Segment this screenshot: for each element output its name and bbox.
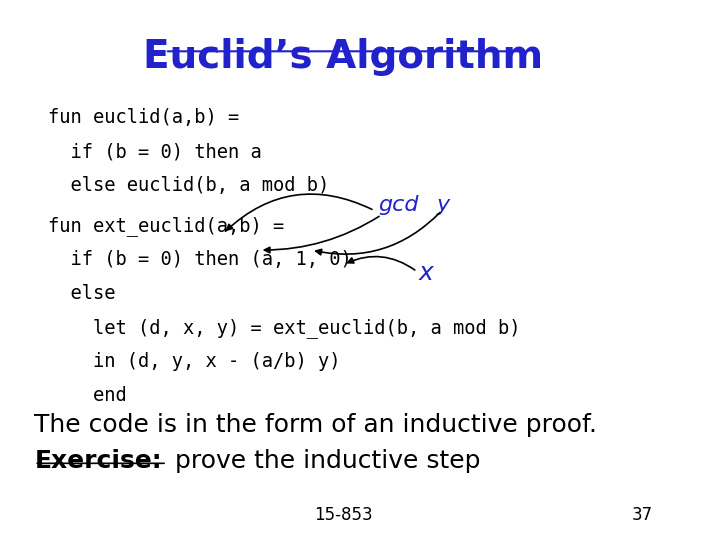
Text: x: x <box>419 261 434 285</box>
Text: end: end <box>48 386 127 405</box>
Text: Euclid’s Algorithm: Euclid’s Algorithm <box>143 38 544 76</box>
Text: fun ext_euclid(a,b) =: fun ext_euclid(a,b) = <box>48 216 284 236</box>
Text: in (d, y, x - (a/b) y): in (d, y, x - (a/b) y) <box>48 352 341 371</box>
Text: Exercise:: Exercise: <box>35 449 162 473</box>
Text: 37: 37 <box>631 506 653 524</box>
Text: The code is in the form of an inductive proof.: The code is in the form of an inductive … <box>35 413 598 437</box>
Text: prove the inductive step: prove the inductive step <box>167 449 480 473</box>
Text: 15-853: 15-853 <box>314 506 373 524</box>
Text: else euclid(b, a mod b): else euclid(b, a mod b) <box>48 176 329 195</box>
Text: gcd: gcd <box>378 195 418 215</box>
Text: fun euclid(a,b) =: fun euclid(a,b) = <box>48 108 239 127</box>
Text: else: else <box>48 284 116 303</box>
Text: if (b = 0) then a: if (b = 0) then a <box>48 142 262 161</box>
Text: let (d, x, y) = ext_euclid(b, a mod b): let (d, x, y) = ext_euclid(b, a mod b) <box>48 318 521 338</box>
Text: y: y <box>436 195 449 215</box>
Text: if (b = 0) then (a, 1, 0): if (b = 0) then (a, 1, 0) <box>48 250 352 269</box>
